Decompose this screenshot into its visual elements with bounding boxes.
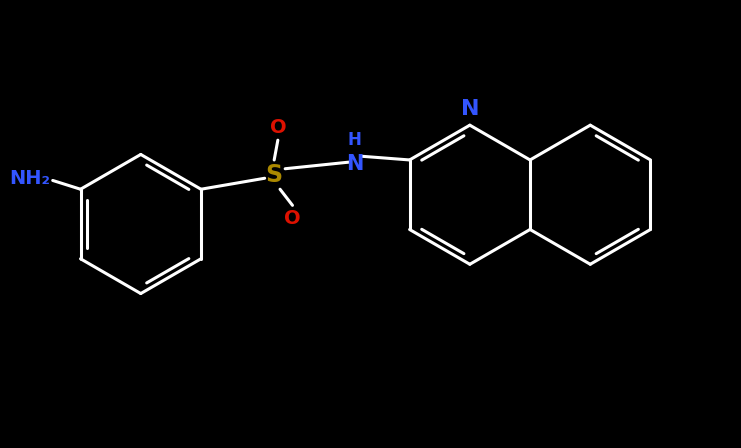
Text: O: O [270,117,286,137]
Text: H: H [348,131,362,149]
Text: NH₂: NH₂ [9,169,50,188]
Text: N: N [346,154,363,174]
Text: O: O [284,209,301,228]
Text: S: S [265,163,283,186]
Text: N: N [461,99,479,119]
